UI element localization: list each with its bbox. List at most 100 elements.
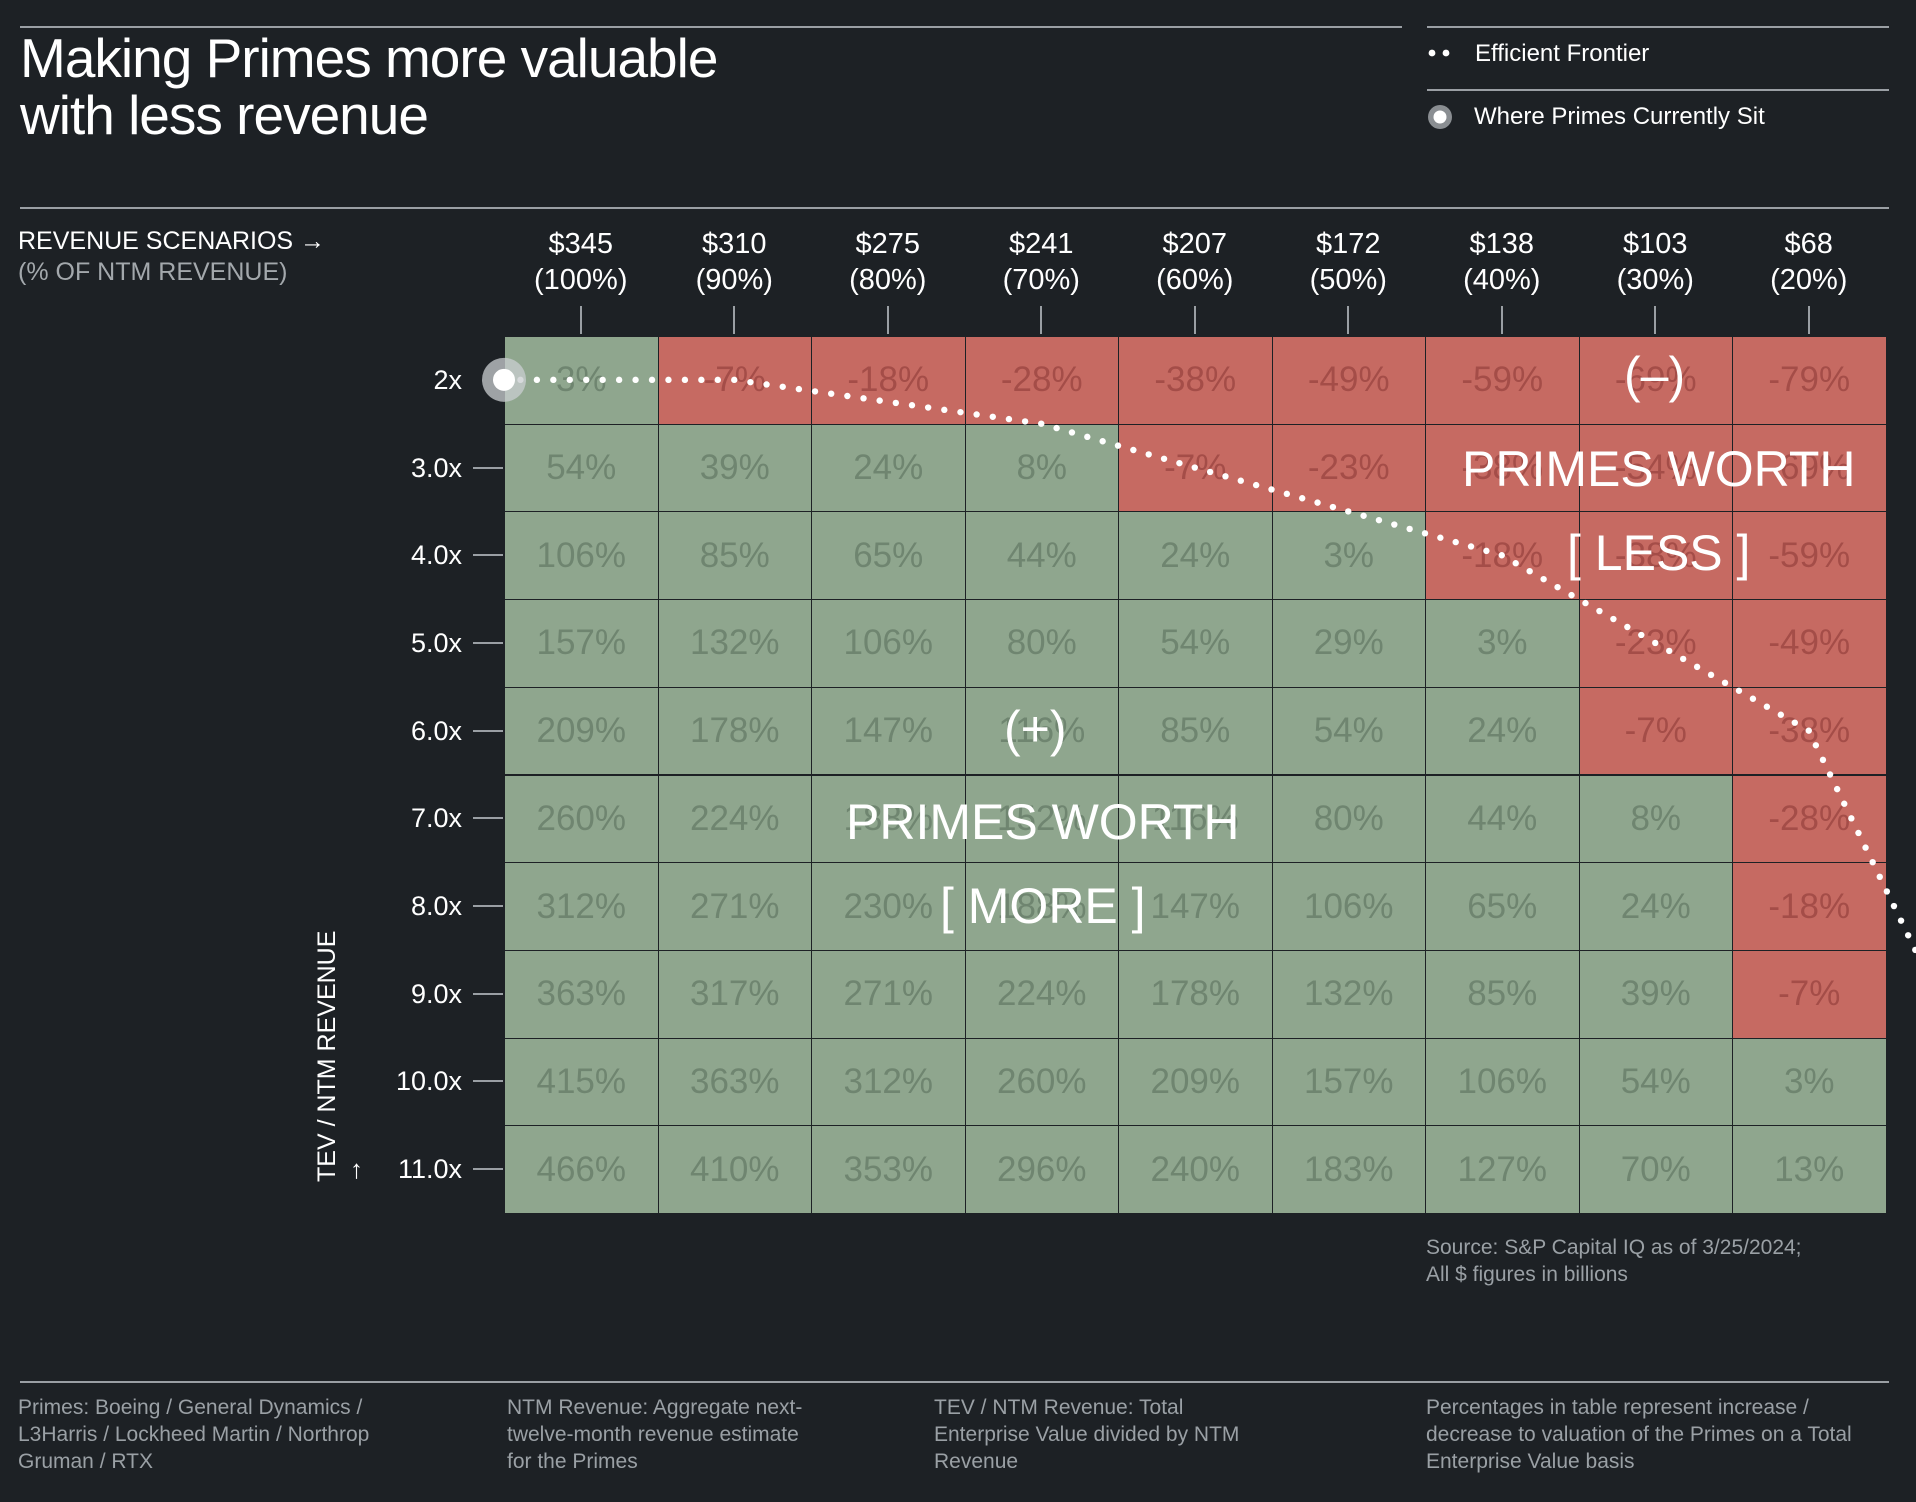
heatmap-cell: 85% — [1425, 949, 1580, 1039]
column-dollars: $68 — [1784, 228, 1833, 260]
top-rule-left — [20, 26, 1402, 28]
footnote-tev: TEV / NTM Revenue: Total Enterprise Valu… — [934, 1394, 1239, 1475]
heatmap-cell: 24% — [1425, 686, 1580, 776]
legend-current-label: Where Primes Currently Sit — [1474, 103, 1765, 130]
heatmap-cell: 363% — [657, 1037, 812, 1127]
row-label: 5.0x — [410, 627, 462, 658]
footnote-ntm-revenue: NTM Revenue: Aggregate next- twelve-mont… — [507, 1394, 802, 1475]
column-percent: (60%) — [1156, 264, 1234, 296]
column-tick — [1347, 306, 1350, 334]
heatmap-cell: 70% — [1578, 1125, 1733, 1214]
heatmap-cell: 24% — [1118, 511, 1273, 601]
revenue-scenarios-header: REVENUE SCENARIOS → (% OF NTM REVENUE) — [18, 226, 325, 288]
heatmap-cell: 240% — [1118, 1125, 1273, 1214]
heatmap-cell: -38% — [1732, 686, 1887, 776]
column-percent: (90%) — [695, 264, 773, 296]
heatmap-cell: 106% — [1271, 862, 1426, 951]
column-label: $138 (40%) — [1425, 226, 1579, 298]
column-dollars: $241 — [1008, 228, 1074, 260]
heatmap-cell: 147% — [811, 686, 966, 776]
row-label: 4.0x — [410, 540, 462, 571]
footnote-line: Enterprise Value basis — [1426, 1450, 1635, 1473]
row-tick — [473, 817, 503, 820]
row-label: 2x — [433, 364, 462, 395]
heatmap-cell: 178% — [1118, 949, 1273, 1039]
heatmap-cell: 415% — [504, 1037, 659, 1127]
footer-rule — [20, 1381, 1889, 1383]
more-sign: (+) — [1004, 701, 1067, 757]
heatmap-cell: 466% — [504, 1125, 659, 1214]
heatmap-cell: 65% — [811, 511, 966, 601]
heatmap-cell: 353% — [811, 1125, 966, 1214]
revenue-header-line-1: REVENUE SCENARIOS → — [18, 227, 326, 255]
row-tick — [473, 641, 503, 644]
footnote-line: Enterprise Value divided by NTM — [934, 1423, 1240, 1446]
heatmap-cell: 157% — [504, 599, 659, 688]
y-axis-arrow: ↑ — [350, 1154, 363, 1184]
heatmap-cell: 271% — [657, 862, 812, 951]
heatmap-cell: 85% — [657, 511, 812, 601]
column-dollars: $345 — [548, 228, 613, 260]
title-line-2: with less revenue — [20, 84, 429, 146]
frontier-dot — [1890, 902, 1898, 910]
heatmap-cell: 39% — [1578, 949, 1733, 1039]
heatmap-cell: -23% — [1578, 599, 1733, 688]
less-label: [ LESS ] — [1567, 525, 1751, 581]
heatmap-cell: 188% — [964, 862, 1119, 951]
less-sign: (–) — [1624, 347, 1686, 403]
heatmap-cell: 183% — [1271, 1125, 1426, 1214]
footnote-percentages: Percentages in table represent increase … — [1426, 1394, 1852, 1475]
heatmap-cell: 271% — [811, 949, 966, 1039]
footnote-primes: Primes: Boeing / General Dynamics / L3Ha… — [18, 1394, 369, 1475]
heatmap-cell: 230% — [811, 862, 966, 951]
column-tick — [1500, 306, 1503, 334]
column-tick — [1040, 306, 1043, 334]
footnote-line: Gruman / RTX — [18, 1450, 153, 1473]
column-label: $68 (20%) — [1732, 226, 1886, 298]
heatmap-cell: -28% — [1732, 774, 1887, 864]
column-percent: (40%) — [1463, 264, 1541, 296]
more-title: PRIMES WORTH — [846, 794, 1240, 850]
title-line-1: Making Primes more valuable — [20, 27, 718, 89]
heatmap-cell: 3% — [1271, 511, 1426, 601]
column-tick — [579, 306, 582, 334]
heatmap-cell: 106% — [504, 511, 659, 601]
heatmap-cell: 54% — [1118, 599, 1273, 688]
heatmap-cell: 410% — [657, 1125, 812, 1214]
footnote-line: decrease to valuation of the Primes on a… — [1426, 1423, 1852, 1446]
heatmap-cell: 85% — [1118, 686, 1273, 776]
heatmap-cell: 24% — [1578, 862, 1733, 951]
heatmap-cell: 8% — [1578, 774, 1733, 864]
footnote-line: Percentages in table represent increase … — [1426, 1396, 1809, 1419]
frontier-dots-icon — [1428, 49, 1450, 57]
row-tick — [473, 1168, 503, 1171]
heatmap-cell: 44% — [1425, 774, 1580, 864]
heatmap-cell: 54% — [504, 423, 659, 513]
column-label: $345 (100%) — [504, 226, 658, 298]
heatmap-cell: -18% — [1732, 862, 1887, 951]
heatmap-cell: 65% — [1425, 862, 1580, 951]
column-dollars: $207 — [1162, 228, 1227, 260]
column-label: $172 (50%) — [1271, 226, 1425, 298]
legend-frontier-label: Efficient Frontier — [1475, 40, 1650, 67]
column-percent: (100%) — [534, 264, 628, 296]
source-note: Source: S&P Capital IQ as of 3/25/2024; … — [1426, 1234, 1802, 1288]
column-percent: (80%) — [849, 264, 927, 296]
top-rule-right — [1427, 26, 1889, 28]
row-label: 9.0x — [410, 978, 462, 1009]
heatmap-cell: 80% — [964, 599, 1119, 688]
heatmap-cell: -49% — [1271, 336, 1426, 425]
footnote-line: Primes: Boeing / General Dynamics / — [18, 1396, 363, 1419]
heatmap-cell: -7% — [1118, 423, 1273, 513]
source-line-2: All $ figures in billions — [1426, 1263, 1628, 1286]
row-tick — [473, 905, 503, 908]
heatmap-cell: 39% — [657, 423, 812, 513]
heatmap-cell: 152% — [964, 774, 1119, 864]
heatmap-cell: 317% — [657, 949, 812, 1039]
column-label: $310 (90%) — [657, 226, 811, 298]
column-tick — [1807, 306, 1810, 334]
heatmap-cell: -18% — [1425, 511, 1580, 601]
heatmap-cell: 312% — [811, 1037, 966, 1127]
footnote-line: TEV / NTM Revenue: Total — [934, 1396, 1184, 1419]
heatmap-cell: 44% — [964, 511, 1119, 601]
